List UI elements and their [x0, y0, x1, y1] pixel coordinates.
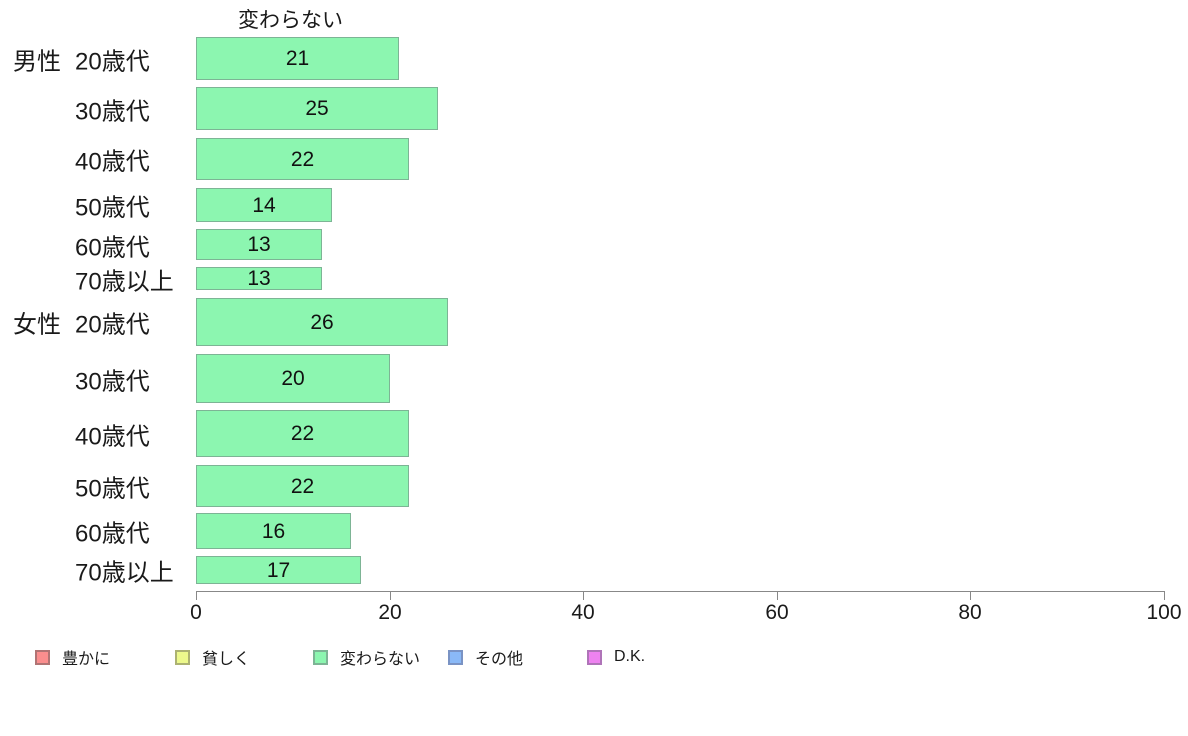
legend-swatch — [587, 649, 602, 665]
age-group-label: 50歳代 — [75, 194, 150, 222]
x-axis-tick — [970, 591, 971, 600]
category-label: 60歳代 — [13, 514, 193, 549]
category-label: 男性 20歳代 — [13, 41, 193, 76]
bar-value-label: 16 — [261, 519, 286, 543]
legend-swatch — [35, 649, 50, 665]
x-axis-tick-label: 20 — [378, 601, 402, 624]
bar-value-label: 26 — [310, 310, 334, 334]
legend-swatch — [448, 649, 463, 665]
legend-label: 貧しく — [202, 651, 251, 668]
category-label: 70歳以上 — [13, 553, 193, 588]
x-axis-tick-label: 60 — [765, 601, 789, 624]
bar: 16 — [196, 513, 351, 549]
age-group-label: 40歳代 — [75, 423, 150, 450]
bar: 17 — [196, 556, 361, 584]
age-group-label: 40歳代 — [75, 148, 150, 176]
x-axis-tick — [777, 591, 778, 600]
bar: 25 — [196, 87, 438, 130]
bar-value-label: 22 — [290, 474, 315, 498]
gender-prefix: 男性 — [13, 48, 61, 75]
legend-item: 豊かに — [35, 648, 111, 668]
legend-label: D.K. — [614, 648, 646, 665]
gender-prefix: 女性 — [13, 311, 61, 339]
age-group-label: 70歳以上 — [75, 559, 174, 587]
bar: 22 — [196, 138, 409, 180]
age-group-label: 70歳以上 — [75, 268, 174, 295]
x-axis-tick-label: 100 — [1146, 601, 1182, 624]
bar-value-label: 17 — [266, 558, 291, 582]
age-group-label: 50歳代 — [75, 475, 150, 503]
category-label: 60歳代 — [13, 227, 193, 262]
x-axis-tick — [390, 591, 391, 600]
category-label: 40歳代 — [13, 142, 193, 177]
bar-value-label: 14 — [252, 193, 276, 217]
x-axis-tick — [1164, 591, 1165, 600]
bar: 21 — [196, 37, 399, 80]
legend-label: その他 — [475, 651, 524, 668]
bar: 13 — [196, 229, 322, 260]
bar: 20 — [196, 354, 390, 403]
category-label: 50歳代 — [13, 188, 193, 223]
bar-value-label: 20 — [281, 367, 305, 390]
legend-label: 変わらない — [340, 651, 421, 668]
x-axis-tick-label: 80 — [958, 601, 982, 624]
x-axis-tick-label: 40 — [571, 601, 595, 624]
bar: 26 — [196, 298, 448, 346]
legend-swatch — [175, 649, 190, 665]
bar-value-label: 25 — [305, 97, 329, 120]
bar-value-label: 22 — [290, 422, 315, 445]
age-group-label: 30歳代 — [75, 368, 150, 395]
legend-item: D.K. — [587, 648, 645, 666]
legend-item: 貧しく — [175, 648, 251, 668]
bar: 22 — [196, 465, 409, 507]
bar: 13 — [196, 267, 322, 290]
category-label: 70歳以上 — [13, 261, 193, 296]
legend-label: 豊かに — [62, 651, 111, 668]
category-label: 女性 20歳代 — [13, 305, 193, 340]
bar-value-label: 21 — [285, 47, 310, 70]
age-group-label: 20歳代 — [75, 48, 150, 75]
legend-swatch — [313, 649, 328, 665]
category-label: 30歳代 — [13, 91, 193, 126]
age-group-label: 60歳代 — [75, 520, 150, 548]
bar-value-label: 13 — [247, 233, 271, 256]
x-axis-line — [196, 591, 1165, 592]
x-axis-tick — [196, 591, 197, 600]
age-group-label: 30歳代 — [75, 98, 150, 125]
chart-title: 変わらない — [238, 9, 343, 32]
x-axis-tick — [583, 591, 584, 600]
category-label: 50歳代 — [13, 469, 193, 504]
bar: 14 — [196, 188, 332, 222]
bar: 22 — [196, 410, 409, 457]
bar-value-label: 22 — [290, 147, 315, 171]
category-label: 40歳代 — [13, 416, 193, 451]
bar-value-label: 13 — [247, 267, 271, 290]
legend-item: 変わらない — [313, 648, 421, 668]
category-label: 30歳代 — [13, 361, 193, 396]
x-axis-tick-label: 0 — [190, 601, 202, 624]
age-group-label: 20歳代 — [75, 311, 150, 339]
age-group-label: 60歳代 — [75, 234, 150, 261]
legend-item: その他 — [448, 648, 524, 668]
